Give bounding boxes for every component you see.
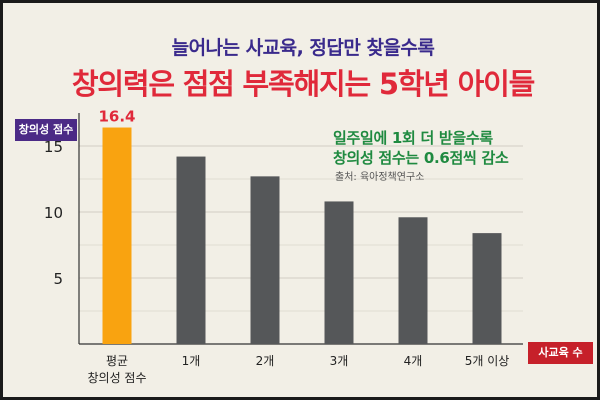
y-tick-label: 10 bbox=[44, 204, 63, 222]
bar bbox=[102, 127, 132, 345]
subtitle: 늘어나는 사교육, 정답만 찾을수록 bbox=[171, 37, 435, 59]
x-tick-label: 창의성 점수 bbox=[87, 371, 146, 385]
x-tick-label: 4개 bbox=[404, 354, 423, 368]
bar bbox=[250, 176, 280, 344]
bar bbox=[176, 156, 206, 344]
callout-line-1: 일주일에 1회 더 받을수록 bbox=[333, 129, 493, 147]
source-note: 출처: 육아정책연구소 bbox=[335, 172, 425, 183]
bar bbox=[324, 201, 354, 344]
x-tick-label: 2개 bbox=[256, 354, 275, 368]
y-tick-label: 5 bbox=[53, 270, 63, 288]
bar bbox=[398, 217, 428, 344]
x-tick-label: 3개 bbox=[330, 354, 349, 368]
callout-line-2: 창의성 점수는 0.6점씩 감소 bbox=[333, 149, 509, 167]
bar bbox=[472, 233, 502, 344]
y-tick-label: 15 bbox=[44, 138, 63, 156]
data-label: 16.4 bbox=[98, 108, 135, 126]
x-tick-label: 1개 bbox=[182, 354, 201, 368]
page-title: 창의력은 점점 부족해지는 5학년 아이들 bbox=[71, 67, 535, 101]
x-tick-label: 5개 이상 bbox=[465, 354, 510, 368]
x-tick-label: 평균 bbox=[106, 354, 128, 368]
x-axis-label: 사교육 수 bbox=[528, 342, 593, 364]
y-axis-label: 창의성 점수 bbox=[15, 119, 77, 141]
